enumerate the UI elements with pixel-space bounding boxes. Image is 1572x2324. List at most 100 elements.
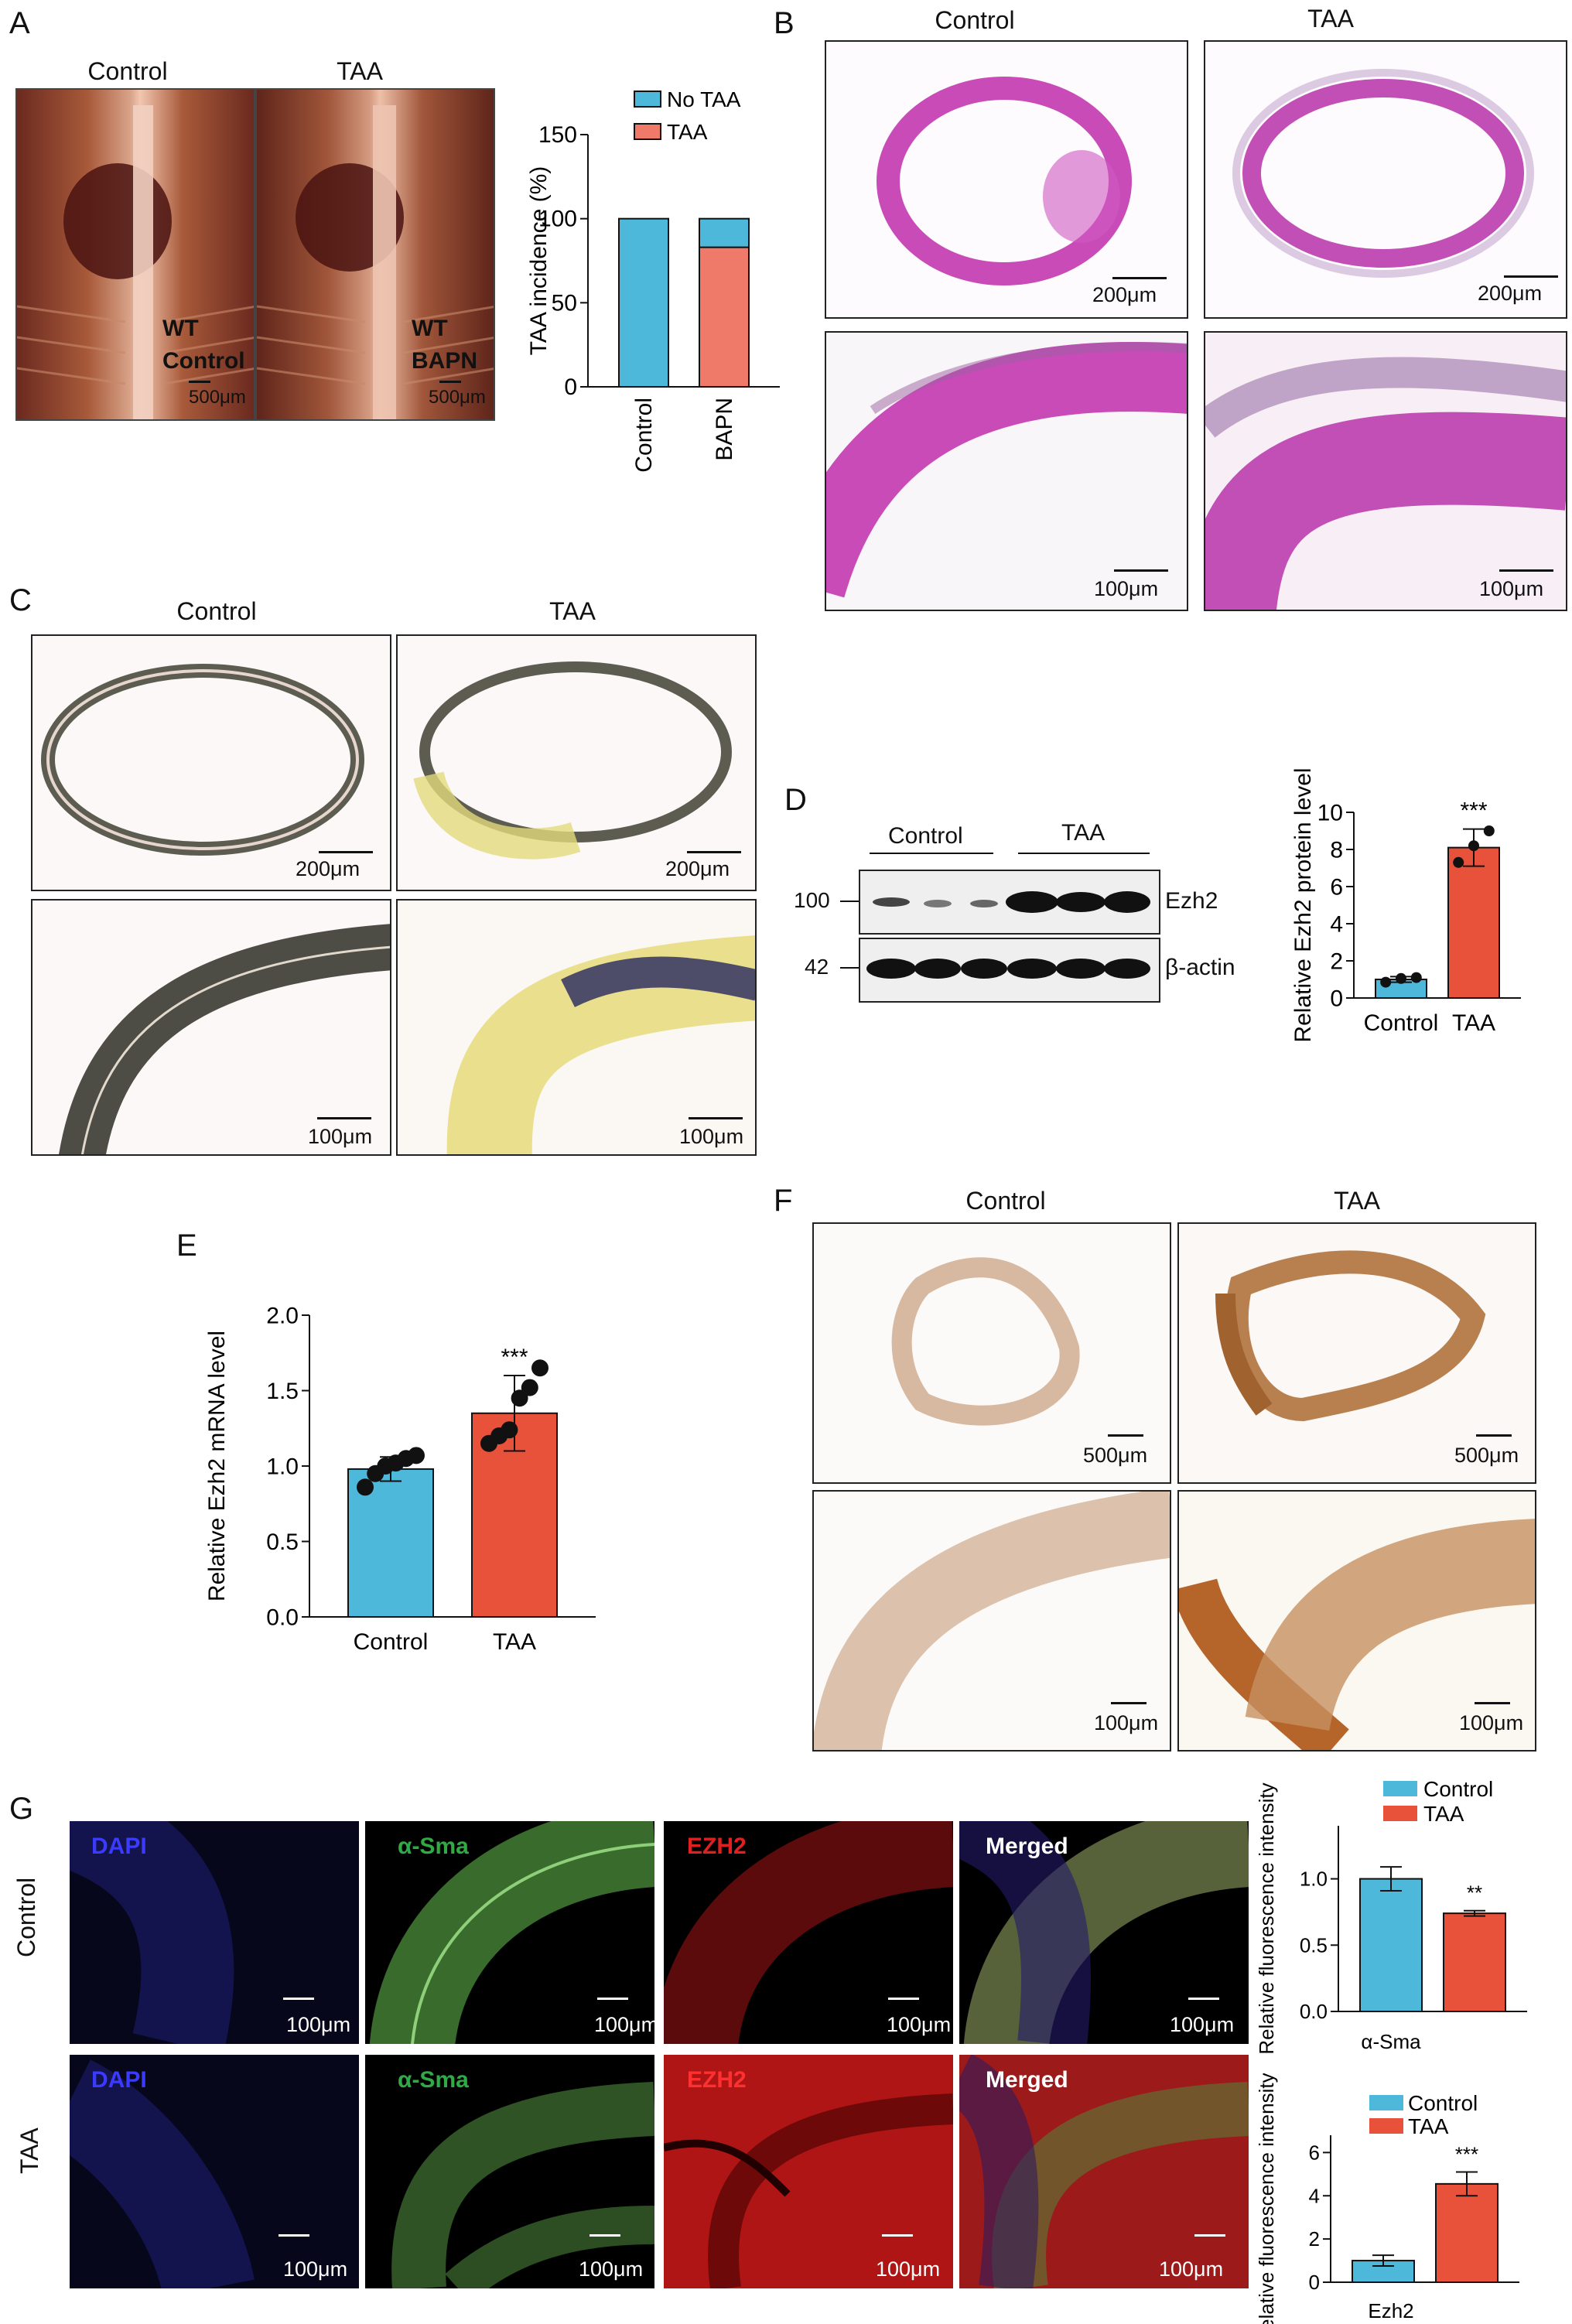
panel-a-scalebar-taa [439,381,461,383]
panel-d-group-control: Control [888,823,963,849]
y-axis-label: TAA incidence (%) [526,166,552,356]
significance-label: ** [1467,1881,1482,1905]
y-tick-label: 100 [538,207,577,232]
panel-a-photo-taa: WT BAPN 500μm [255,88,495,421]
panel-c-scale-3: 100μm [308,1125,373,1148]
significance-label: *** [501,1345,528,1370]
panel-g-label-dapi-1: DAPI [91,1834,147,1859]
panel-f-scalebar-3 [1111,1702,1147,1704]
y-tick-label: 0.0 [266,1605,299,1631]
x-tick-label: Control [1364,1010,1439,1036]
panel-b-scalebar-2 [1504,275,1558,278]
y-tick-label: 4 [1309,2184,1320,2207]
bar-taa [1447,846,1500,999]
panel-d-group-line-taa [1018,853,1150,854]
bar-no-taa-bapn [699,217,750,248]
data-point [1483,825,1495,836]
legend-label-control: Control [1408,2091,1478,2115]
legend-label-control: Control [1423,1777,1493,1801]
panel-f-scale-3: 100μm [1094,1711,1159,1734]
x-tick-label: TAA [493,1629,536,1655]
significance-label: *** [1460,798,1487,824]
y-tick-label: 0 [1330,986,1343,1012]
panel-f-header-taa: TAA [1334,1187,1380,1215]
panel-b-he-taa-low: 200μm [1204,40,1567,319]
bar-taa-bapn [699,246,750,388]
panel-b-scale-2: 200μm [1478,282,1543,305]
panel-f-scale-4: 100μm [1459,1711,1524,1734]
chart-e-mrna: 0.0 0.5 1.0 1.5 2.0 Relative Ezh2 mRNA level C… [204,1304,596,1655]
panel-b-scalebar-1 [1112,277,1167,279]
panel-c-scalebar-2 [687,851,741,853]
panel-letter-e: E [176,1229,197,1263]
panel-d-group-line-control [870,853,993,854]
panel-a-photo-control: WT Control 500μm [15,88,255,421]
panel-g-scale-1: 100μm [286,2013,351,2036]
aorta-photo-taa [257,105,494,419]
legend-swatch-no-taa [634,91,661,108]
panel-b-scalebar-4 [1499,569,1553,572]
panel-g-label-merged-2: Merged [986,2067,1068,2093]
data-point [501,1421,518,1439]
panel-g-taa-merged: Merged 100μm [959,2055,1249,2288]
panel-g-taa-ezh2: EZH2 100μm [664,2055,953,2288]
panel-g-label-ezh2-1: EZH2 [687,1834,747,1859]
panel-g-control-ezh2: EZH2 100μm [664,1821,953,2044]
panel-a-scalebar-control [189,381,210,383]
panel-f-ihc-taa-high: 100μm [1177,1490,1536,1752]
panel-c-scale-4: 100μm [679,1125,744,1148]
y-tick-label: 4 [1330,912,1343,938]
panel-f-scalebar-4 [1475,1702,1510,1704]
panel-a-scale-taa: 500μm [429,387,486,408]
x-axis-label: α-Sma [1361,2030,1421,2053]
y-tick-label: 150 [538,122,577,148]
panel-g-scalebar-5 [279,2234,309,2237]
y-axis-label: Relative Ezh2 protein level [1290,767,1316,1042]
aorta-photo-control [17,105,254,419]
panel-g-scale-5: 100μm [283,2257,348,2281]
legend-label-no-taa: No TAA [667,87,741,111]
panel-g-scale-3: 100μm [887,2013,952,2036]
y-tick-label: 0 [1309,2271,1320,2294]
data-point [1396,972,1406,984]
bar-taa [1443,1912,1506,2012]
y-axis-label: Relative Ezh2 mRNA level [204,1331,230,1601]
y-tick-label: 0.5 [1300,1933,1328,1957]
bar-taa [1435,2182,1499,2283]
bar-no-taa-control [618,217,669,388]
x-tick-label: TAA [1452,1010,1495,1036]
panel-b-header-taa: TAA [1307,5,1354,32]
panel-g-scale-8: 100μm [1159,2257,1224,2281]
panel-b-scale-3: 100μm [1094,577,1159,600]
panel-a-photo-taa-label-1: WT [412,316,448,341]
y-tick-label: 2 [1330,949,1343,975]
panel-letter-c: C [9,583,32,617]
y-tick-label: 8 [1330,838,1343,863]
data-point [1453,856,1464,868]
panel-g-control-merged: Merged 100μm [959,1821,1249,2044]
panel-g-scalebar-7 [882,2234,913,2237]
data-point [531,1359,548,1377]
panel-f-ihc-taa-low: 500μm [1177,1222,1536,1484]
panel-f-scale-2: 500μm [1454,1444,1519,1467]
y-tick-label: 0.0 [1300,2000,1328,2023]
panel-c-header-taa: TAA [549,597,596,625]
panel-g-scale-6: 100μm [579,2257,644,2281]
panel-b-he-taa-high: 100μm [1204,331,1567,611]
panel-b-he-control-low: 200μm [825,40,1188,319]
legend-label-taa: TAA [1423,1802,1464,1826]
panel-g-label-dapi-2: DAPI [91,2067,147,2093]
x-tick-label: Control [631,398,657,473]
y-axis-label: Relative fluorescence intensity [1255,2073,1278,2324]
x-tick-label: BAPN [712,398,737,461]
y-tick-label: 1.5 [266,1379,299,1404]
y-axis-label: Relative fluorescence intensity [1255,1782,1278,2054]
panel-g-scale-2: 100μm [594,2013,654,2036]
panel-b-scale-1: 200μm [1092,283,1157,306]
legend-swatch-taa [1383,1806,1417,1821]
panel-a-photo-control-label-1: WT [162,316,199,341]
panel-a-header-control: Control [87,57,168,85]
panel-b-he-control-high: 100μm [825,331,1188,611]
panel-c-scalebar-4 [689,1117,743,1119]
data-point [357,1478,374,1496]
